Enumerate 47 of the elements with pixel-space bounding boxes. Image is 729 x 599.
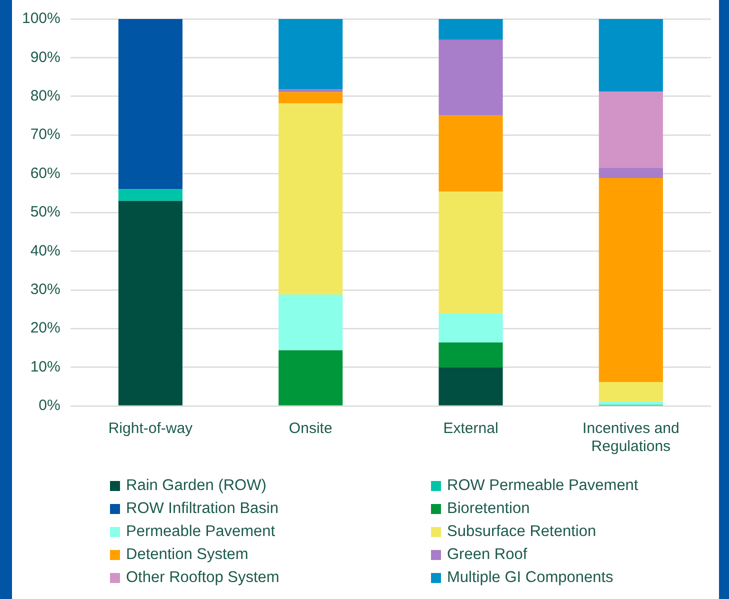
- bar: [438, 19, 503, 40]
- legend-label: ROW Permeable Pavement: [447, 476, 638, 496]
- legend-label: ROW Infiltration Basin: [126, 499, 278, 519]
- x-tick-label: Onsite: [288, 420, 332, 438]
- bar: [438, 313, 503, 343]
- bar: [598, 401, 663, 405]
- legend-label: Subsurface Retention: [447, 522, 596, 542]
- legend-label: Rain Garden (ROW): [126, 476, 266, 496]
- bar: [278, 92, 343, 104]
- bar: [438, 342, 503, 368]
- legend-label: Other Rooftop System: [126, 568, 280, 588]
- y-tick-label: 70%: [30, 126, 60, 144]
- legend-label: Green Roof: [447, 545, 528, 565]
- y-tick-label: 50%: [30, 204, 60, 221]
- legend-label: Permeable Pavement: [126, 522, 276, 542]
- bar: [278, 19, 343, 90]
- bar: [598, 382, 663, 402]
- y-tick-label: 60%: [30, 164, 60, 182]
- bar: [438, 40, 503, 116]
- bar: [118, 19, 182, 190]
- bar: [598, 168, 663, 178]
- x-tick-label: Right-of-way: [108, 420, 194, 438]
- legend-label: Detention System: [126, 545, 248, 565]
- bar: [598, 92, 663, 168]
- bar: [278, 103, 343, 295]
- bar: [278, 294, 343, 350]
- y-tick-label: 100%: [22, 10, 60, 28]
- bar: [278, 89, 343, 92]
- y-tick-label: 40%: [30, 242, 60, 260]
- y-tick-label: 90%: [30, 48, 60, 66]
- bar: [118, 189, 182, 201]
- bar: [438, 115, 503, 192]
- legend-label: Bioretention: [447, 499, 530, 519]
- y-tick-label: 80%: [30, 88, 60, 105]
- bar: [118, 200, 182, 406]
- y-tick-label: 20%: [30, 320, 60, 337]
- y-tick-label: 10%: [30, 358, 60, 376]
- bar: [598, 19, 663, 92]
- x-tick-label: External: [443, 420, 498, 438]
- bar: [278, 350, 343, 406]
- bar: [598, 178, 663, 382]
- y-tick-label: 0%: [38, 397, 60, 414]
- x-tick-label: Incentives and Regulations: [582, 420, 680, 456]
- y-tick-label: 30%: [30, 281, 60, 298]
- bar: [438, 192, 503, 314]
- bar: [438, 367, 503, 406]
- legend-label: Multiple GI Components: [447, 568, 614, 588]
